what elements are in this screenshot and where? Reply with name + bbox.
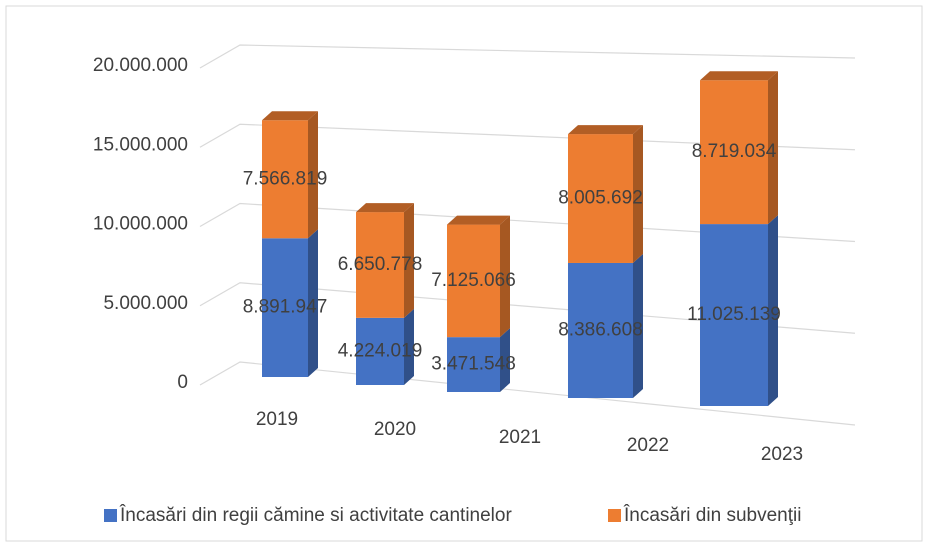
y-tick-label: 20.000.000 xyxy=(93,55,188,76)
grid-line xyxy=(199,123,856,151)
bar-side xyxy=(768,71,778,225)
bar-top xyxy=(262,111,318,121)
bar-top xyxy=(700,71,778,81)
bar-top xyxy=(568,125,643,135)
bar-side xyxy=(633,253,643,398)
bar-top xyxy=(356,203,414,213)
data-label: 8.719.034 xyxy=(692,141,777,162)
bar-side xyxy=(308,111,318,239)
legend-label: Încasări din subvenţii xyxy=(623,504,801,526)
bar-segment xyxy=(568,262,633,398)
data-label: 3.471.548 xyxy=(431,354,516,375)
x-tick-label: 2023 xyxy=(761,444,803,465)
data-label: 6.650.778 xyxy=(338,254,423,275)
bar-top xyxy=(447,215,510,225)
legend-swatch xyxy=(608,509,621,522)
bar-segment xyxy=(447,224,500,338)
bar-side xyxy=(404,203,414,318)
legend-swatch xyxy=(104,509,117,522)
bar-side xyxy=(308,229,318,377)
data-label: 8.386.608 xyxy=(558,320,643,341)
bar-segment xyxy=(700,224,768,406)
bar-segment xyxy=(568,134,633,263)
bar-segment xyxy=(262,120,308,239)
bar-segment xyxy=(700,80,768,225)
bar-segment xyxy=(356,317,404,385)
x-tick-label: 2020 xyxy=(374,419,416,440)
bar-side xyxy=(500,215,510,338)
y-tick-label: 0 xyxy=(177,372,188,393)
x-tick-label: 2019 xyxy=(256,409,298,430)
bar-side xyxy=(633,125,643,263)
grid-line xyxy=(199,282,856,334)
data-label: 8.891.947 xyxy=(243,297,328,318)
bar-side xyxy=(500,328,510,392)
data-label: 8.005.692 xyxy=(558,188,643,209)
y-tick-label: 5.000.000 xyxy=(103,293,188,314)
y-tick-label: 15.000.000 xyxy=(93,134,188,155)
bar-side xyxy=(768,215,778,406)
grid-line xyxy=(199,361,856,426)
grid-line xyxy=(199,202,856,243)
data-label: 7.566.819 xyxy=(243,168,328,189)
data-label: 4.224.019 xyxy=(338,340,423,361)
bar-side xyxy=(404,308,414,385)
bar-segment xyxy=(356,212,404,318)
grid-line xyxy=(199,44,856,69)
legend-label: Încasări din regii cămine si activitate … xyxy=(119,504,512,526)
data-label: 11.025.139 xyxy=(687,304,781,325)
data-label: 7.125.066 xyxy=(431,270,516,291)
y-tick-label: 10.000.000 xyxy=(93,214,188,235)
bar-segment xyxy=(447,337,500,392)
x-tick-label: 2021 xyxy=(499,427,541,448)
bar-segment xyxy=(262,238,308,377)
x-tick-label: 2022 xyxy=(627,435,669,456)
